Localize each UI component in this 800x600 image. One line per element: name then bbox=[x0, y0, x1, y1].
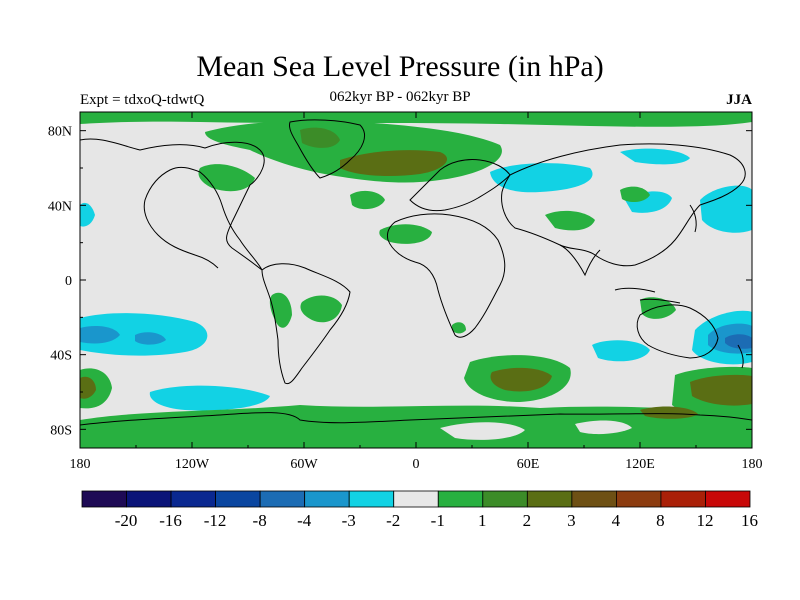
colorbar-segment bbox=[705, 490, 751, 508]
colorbar-segment bbox=[304, 490, 350, 508]
anomaly-north-america bbox=[198, 164, 255, 192]
anomaly-indonesia bbox=[640, 297, 676, 319]
anomaly-middle-east bbox=[545, 210, 595, 231]
lon-tick-label: 120W bbox=[175, 457, 210, 472]
anomaly-south-africa bbox=[452, 322, 466, 334]
anomaly-north-atlantic-core bbox=[340, 150, 448, 176]
colorbar-label: 3 bbox=[567, 511, 576, 530]
colorbar-label: -3 bbox=[342, 511, 356, 530]
lat-tick-label: 80S bbox=[50, 423, 72, 438]
coast-japan bbox=[689, 204, 697, 233]
coastlines bbox=[80, 119, 752, 426]
anomaly-north-siberia bbox=[490, 163, 593, 193]
colorbar-segment bbox=[259, 490, 306, 508]
anomaly-south-indian-core bbox=[490, 367, 552, 392]
lat-tick-label: 40S bbox=[50, 349, 72, 364]
anomaly-north-pacific-west bbox=[80, 202, 95, 227]
coast-north-america bbox=[80, 138, 265, 271]
coast-australia bbox=[636, 304, 719, 359]
anomaly-south-indian-west bbox=[592, 340, 650, 362]
anomaly-south-america bbox=[269, 292, 292, 328]
colorbar-segment bbox=[437, 490, 484, 508]
colorbar-label: -16 bbox=[159, 511, 182, 530]
colorbar-segment bbox=[170, 490, 216, 508]
colorbar-label: 2 bbox=[523, 511, 532, 530]
colorbar-segment bbox=[81, 490, 127, 508]
colorbar-label: 8 bbox=[656, 511, 665, 530]
anomaly-southern-ocean-australia-core bbox=[690, 374, 752, 406]
coast-antarctica bbox=[80, 412, 752, 426]
colorbar-segment bbox=[616, 490, 662, 508]
lon-tick-label: 60W bbox=[290, 457, 318, 472]
colorbar-label: -1 bbox=[431, 511, 445, 530]
lat-tick-label: 80N bbox=[48, 125, 72, 140]
anomaly-greenland-core bbox=[300, 127, 340, 148]
lon-axis: 180 120W 60W 0 60E 120E 180 bbox=[70, 112, 763, 472]
lon-tick-label: 60E bbox=[517, 457, 540, 472]
anomaly-mid-atlantic bbox=[350, 190, 385, 210]
anomaly-east-asia bbox=[620, 186, 650, 203]
colorbar-label: 4 bbox=[612, 511, 621, 530]
colorbar-label: 16 bbox=[741, 511, 758, 530]
anomaly-arctic bbox=[80, 112, 752, 127]
lat-axis: 80N 40N 0 40S 80S bbox=[48, 125, 752, 438]
colorbar-segment bbox=[215, 490, 261, 508]
colorbar-labels: -20 -16 -12 -8 -4 -3 -2 -1 1 2 3 4 8 12 16 bbox=[115, 511, 758, 530]
subtitle: 062kyr BP - 062kyr BP bbox=[329, 89, 471, 105]
anomaly-antarctic-core bbox=[640, 406, 698, 419]
experiment-label: Expt = tdxoQ-tdwtQ bbox=[80, 92, 205, 108]
anomaly-antarctic-gap2 bbox=[575, 420, 632, 435]
page-title: Mean Sea Level Pressure (in hPa) bbox=[196, 50, 604, 83]
coast-indonesia bbox=[614, 287, 681, 304]
anomaly-south-pacific-east-core2 bbox=[135, 332, 166, 345]
colorbar-segment bbox=[482, 490, 528, 508]
coast-greenland bbox=[289, 119, 365, 179]
lat-tick-label: 0 bbox=[65, 274, 72, 289]
lon-tick-label: 120E bbox=[625, 457, 655, 472]
colorbar-label: -8 bbox=[253, 511, 267, 530]
anomaly-east-siberia bbox=[620, 148, 690, 165]
colorbar-label: 1 bbox=[478, 511, 487, 530]
anomaly-antarctic bbox=[80, 405, 752, 448]
coast-africa bbox=[387, 213, 506, 338]
coast-india bbox=[559, 244, 601, 277]
coast-asia bbox=[501, 143, 746, 267]
colorbar-segment bbox=[526, 490, 573, 508]
colorbar bbox=[81, 490, 751, 508]
colorbar-segment bbox=[571, 490, 617, 508]
coast-new-zealand bbox=[737, 344, 744, 369]
colorbar-label: 12 bbox=[696, 511, 713, 530]
season-label: JJA bbox=[726, 92, 752, 108]
anomaly-layer bbox=[80, 112, 752, 448]
anomaly-southern-ocean-west-core bbox=[80, 376, 96, 399]
colorbar-label: -4 bbox=[297, 511, 312, 530]
colorbar-label: -20 bbox=[115, 511, 138, 530]
colorbar-label: -2 bbox=[386, 511, 400, 530]
lat-tick-label: 40N bbox=[48, 199, 72, 214]
lon-tick-label: 180 bbox=[70, 457, 91, 472]
anomaly-antarctic-gap bbox=[440, 422, 525, 440]
colorbar-label: -12 bbox=[204, 511, 227, 530]
anomaly-south-atlantic bbox=[300, 295, 342, 323]
anomaly-tasman-core2 bbox=[725, 334, 752, 349]
coast-south-america bbox=[261, 263, 351, 385]
lon-tick-label: 0 bbox=[413, 457, 420, 472]
lon-tick-label: 180 bbox=[742, 457, 763, 472]
anomaly-west-africa bbox=[379, 224, 432, 244]
colorbar-segment bbox=[348, 490, 395, 508]
colorbar-segment bbox=[393, 490, 439, 508]
anomaly-south-pacific-mid bbox=[149, 385, 270, 411]
anomaly-north-pacific bbox=[700, 185, 752, 233]
colorbar-segment bbox=[126, 490, 172, 508]
colorbar-segment bbox=[660, 490, 706, 508]
anomaly-south-pacific-east-core bbox=[80, 326, 120, 344]
